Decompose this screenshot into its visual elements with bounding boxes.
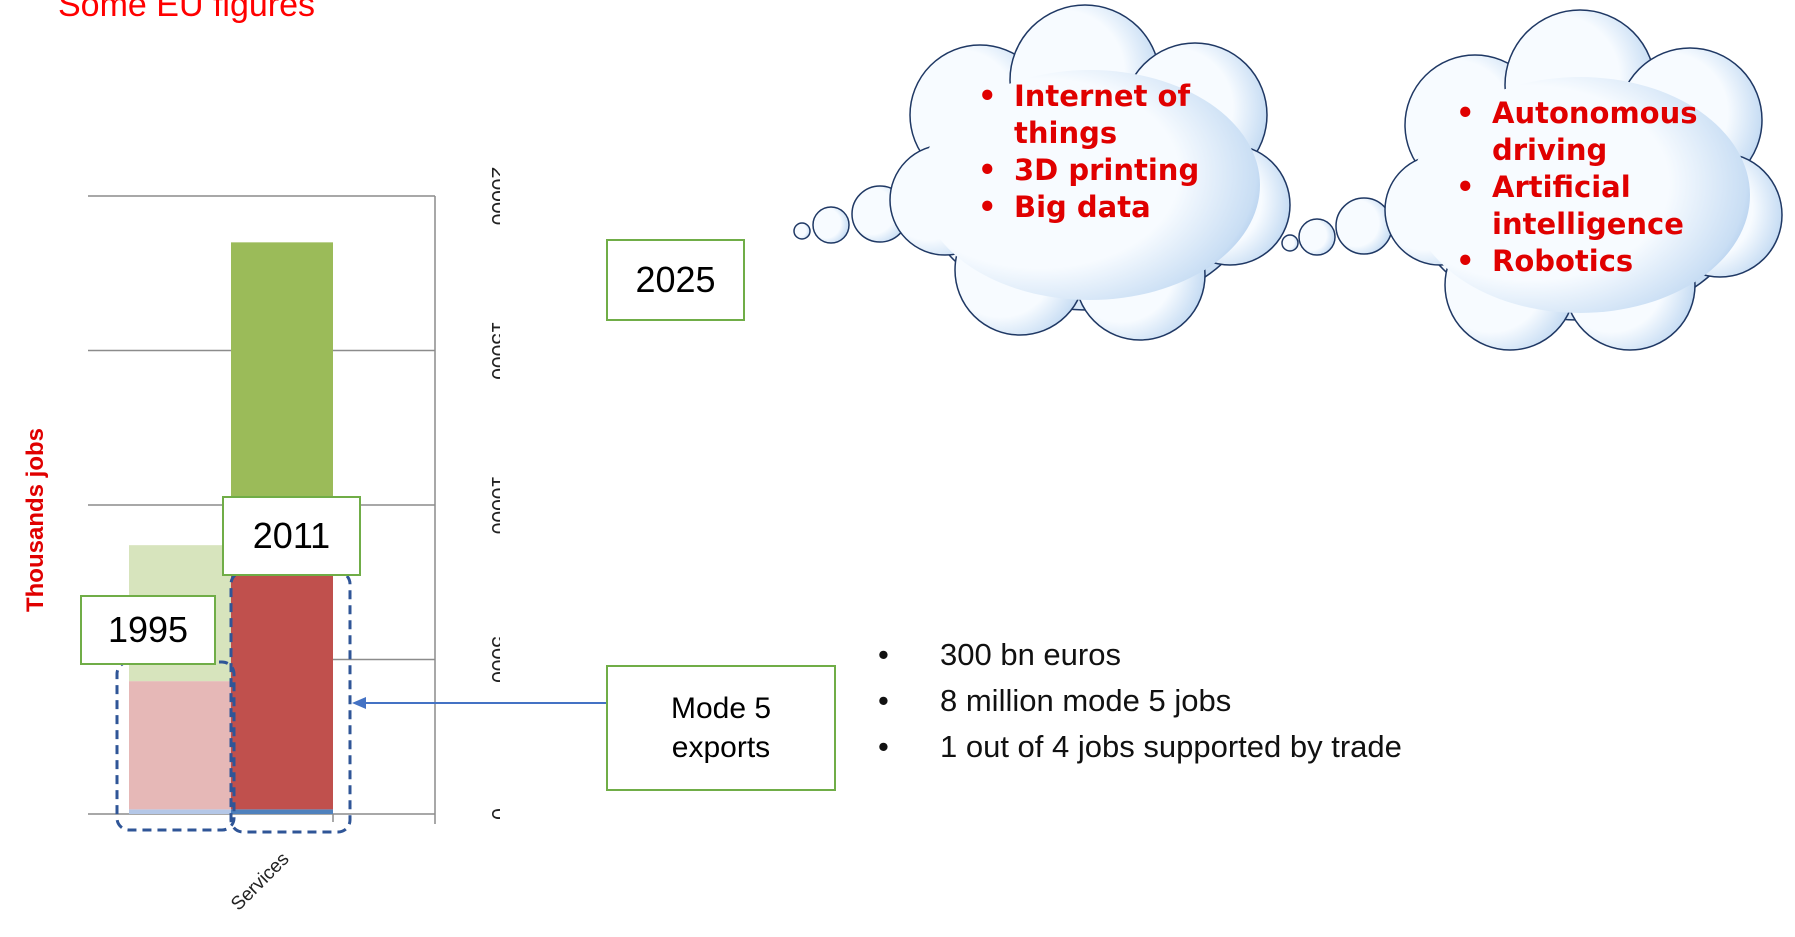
left-cloud-list: Internet of things 3D printing Big data (972, 78, 1212, 226)
fact-item: 1 out of 4 jobs supported by trade (870, 724, 1402, 770)
y-tick-label: 20000 (487, 167, 500, 225)
year-2025-label: 2025 (606, 239, 745, 321)
mode5-arrow (352, 697, 606, 709)
bar-segment (129, 681, 231, 810)
cloud-item: Autonomous driving (1450, 95, 1698, 169)
y-tick-label: 5000 (487, 636, 500, 683)
cloud-item: Artificial intelligence (1450, 169, 1690, 243)
cloud-item: Robotics (1450, 243, 1690, 280)
facts-list: 300 bn euros 8 million mode 5 jobs 1 out… (870, 632, 1402, 770)
bar-segment (231, 809, 333, 814)
cloud-item: Big data (972, 189, 1212, 226)
year-1995-label: 1995 (80, 595, 216, 665)
slide-title: Some EU figures (58, 0, 315, 24)
right-cloud-bubbles (1281, 197, 1393, 256)
cloud-item: 3D printing (972, 152, 1212, 189)
mode5-exports-label: Mode 5 exports (606, 665, 836, 791)
year-2011-label: 2011 (222, 496, 361, 576)
bar-segment (129, 809, 231, 814)
y-tick-label: 0 (487, 808, 500, 820)
fact-item: 8 million mode 5 jobs (870, 678, 1402, 724)
right-cloud-list: Autonomous driving Artificial intelligen… (1450, 95, 1698, 280)
fact-item: 300 bn euros (870, 632, 1402, 678)
cloud-item: Internet of things (972, 78, 1212, 152)
y-tick-label: 15000 (487, 321, 500, 379)
bar-segment (231, 566, 333, 810)
mode5-arrow-head (352, 697, 366, 709)
y-tick-label: 10000 (487, 476, 500, 534)
